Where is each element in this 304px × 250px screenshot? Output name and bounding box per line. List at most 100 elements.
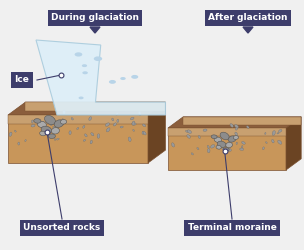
Ellipse shape xyxy=(37,121,47,128)
Ellipse shape xyxy=(45,116,55,124)
Ellipse shape xyxy=(191,153,193,155)
Ellipse shape xyxy=(217,141,226,147)
Ellipse shape xyxy=(187,130,192,134)
Ellipse shape xyxy=(85,134,87,137)
Ellipse shape xyxy=(133,130,134,132)
Ellipse shape xyxy=(241,146,243,148)
Ellipse shape xyxy=(106,128,110,132)
Ellipse shape xyxy=(57,138,59,140)
Ellipse shape xyxy=(94,56,102,61)
Ellipse shape xyxy=(277,133,279,134)
Ellipse shape xyxy=(187,134,190,138)
Ellipse shape xyxy=(91,133,94,136)
Ellipse shape xyxy=(228,136,236,142)
Text: Terminal moraine: Terminal moraine xyxy=(188,224,276,232)
Ellipse shape xyxy=(272,140,274,143)
Ellipse shape xyxy=(216,145,221,149)
Ellipse shape xyxy=(54,120,64,128)
Ellipse shape xyxy=(82,64,87,67)
Ellipse shape xyxy=(116,113,118,115)
Ellipse shape xyxy=(223,148,229,151)
Ellipse shape xyxy=(142,131,144,134)
Ellipse shape xyxy=(272,131,275,136)
Ellipse shape xyxy=(109,80,116,84)
Ellipse shape xyxy=(51,128,59,134)
Ellipse shape xyxy=(89,117,92,120)
Polygon shape xyxy=(8,102,165,115)
Ellipse shape xyxy=(83,126,85,128)
Ellipse shape xyxy=(48,134,55,138)
Ellipse shape xyxy=(120,126,123,128)
Ellipse shape xyxy=(112,118,114,121)
Ellipse shape xyxy=(97,134,100,138)
Ellipse shape xyxy=(113,123,116,126)
Ellipse shape xyxy=(34,119,41,123)
Polygon shape xyxy=(26,102,165,111)
Ellipse shape xyxy=(230,124,233,127)
Ellipse shape xyxy=(203,129,207,132)
Ellipse shape xyxy=(53,126,56,128)
Ellipse shape xyxy=(278,130,282,132)
Ellipse shape xyxy=(207,148,210,153)
Ellipse shape xyxy=(40,131,46,136)
Ellipse shape xyxy=(263,147,264,150)
Ellipse shape xyxy=(50,123,52,126)
Ellipse shape xyxy=(15,130,16,132)
Polygon shape xyxy=(36,40,165,115)
Ellipse shape xyxy=(171,143,174,147)
Ellipse shape xyxy=(42,121,44,124)
Ellipse shape xyxy=(71,118,73,120)
Ellipse shape xyxy=(60,120,67,124)
Ellipse shape xyxy=(120,77,126,80)
Ellipse shape xyxy=(225,138,227,139)
Ellipse shape xyxy=(265,132,266,134)
Ellipse shape xyxy=(236,142,237,144)
Ellipse shape xyxy=(210,144,215,148)
Ellipse shape xyxy=(220,132,229,140)
Ellipse shape xyxy=(62,119,63,121)
Ellipse shape xyxy=(74,52,82,56)
Ellipse shape xyxy=(247,126,249,128)
Ellipse shape xyxy=(235,132,237,136)
Ellipse shape xyxy=(240,148,244,150)
Ellipse shape xyxy=(9,132,12,136)
Ellipse shape xyxy=(77,128,79,130)
Ellipse shape xyxy=(278,140,282,144)
Ellipse shape xyxy=(211,135,217,139)
Text: Ice: Ice xyxy=(15,76,29,84)
Ellipse shape xyxy=(132,121,135,125)
Polygon shape xyxy=(148,102,165,163)
Polygon shape xyxy=(168,128,286,136)
Polygon shape xyxy=(8,115,148,124)
Ellipse shape xyxy=(18,142,20,145)
Ellipse shape xyxy=(31,124,35,127)
Polygon shape xyxy=(90,27,100,33)
Ellipse shape xyxy=(128,137,131,141)
Polygon shape xyxy=(168,117,301,128)
Ellipse shape xyxy=(138,112,141,116)
Ellipse shape xyxy=(197,148,199,150)
Ellipse shape xyxy=(78,96,84,99)
Ellipse shape xyxy=(105,123,109,126)
Ellipse shape xyxy=(31,120,33,123)
Ellipse shape xyxy=(214,137,222,142)
Text: During glaciation: During glaciation xyxy=(51,14,139,22)
Ellipse shape xyxy=(130,117,134,120)
Ellipse shape xyxy=(198,136,200,138)
Polygon shape xyxy=(168,128,286,170)
Ellipse shape xyxy=(207,145,209,148)
Ellipse shape xyxy=(54,138,56,140)
Ellipse shape xyxy=(185,130,188,132)
Ellipse shape xyxy=(41,126,52,134)
Polygon shape xyxy=(8,115,148,163)
Ellipse shape xyxy=(131,75,138,79)
Ellipse shape xyxy=(82,71,88,74)
Ellipse shape xyxy=(83,140,86,141)
Ellipse shape xyxy=(132,122,136,125)
Polygon shape xyxy=(183,117,301,125)
Ellipse shape xyxy=(234,124,238,128)
Text: After glaciation: After glaciation xyxy=(208,14,288,22)
Ellipse shape xyxy=(143,131,146,135)
Ellipse shape xyxy=(63,110,65,114)
Ellipse shape xyxy=(25,140,26,141)
